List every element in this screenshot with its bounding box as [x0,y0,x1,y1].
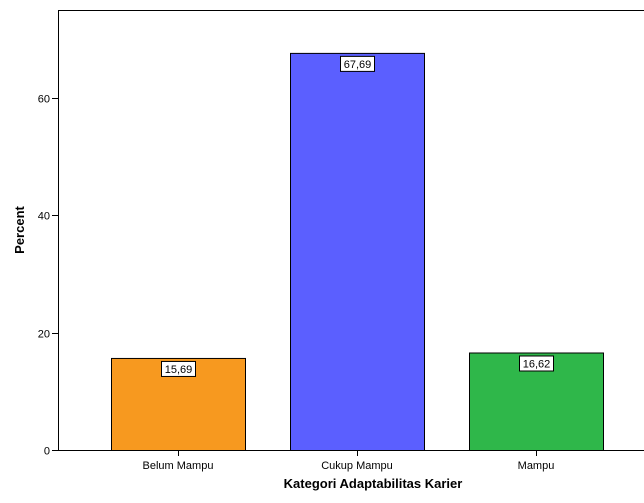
x-tick-label: Belum Mampu [143,460,214,472]
y-axis-title: Percent [12,205,27,253]
data-label-text: 67,69 [344,59,372,71]
data-label: 67,69 [340,55,375,72]
x-tick-label: Cukup Mampu [321,460,393,472]
x-axis-title: Kategori Adaptabilitas Karier [284,476,463,491]
data-label-box [519,355,554,372]
data-label: 15,69 [161,360,196,377]
data-label-text: 15,69 [165,364,193,376]
bar [290,52,425,451]
data-label: 16,62 [519,355,554,372]
y-tick-label: 0 [44,446,50,458]
y-tick-label: 40 [38,211,50,223]
x-tick-label: Mampu [518,460,555,472]
data-label-box [161,360,196,377]
data-label-text: 16,62 [523,358,551,370]
y-tick-label: 20 [38,329,50,341]
y-tick-label: 60 [38,94,50,106]
data-label-box [340,55,375,72]
